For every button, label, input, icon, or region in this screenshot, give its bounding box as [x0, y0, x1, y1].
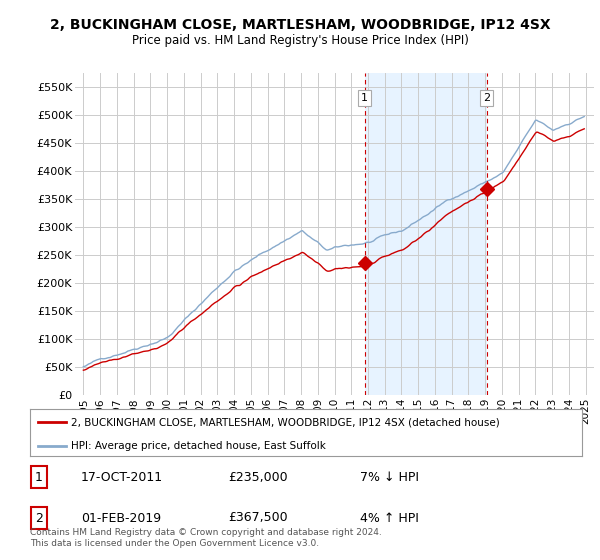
Text: 1: 1 [361, 93, 368, 103]
Bar [365, 73, 487, 395]
Text: 4% ↑ HPI: 4% ↑ HPI [360, 511, 419, 525]
Text: 7% ↓ HPI: 7% ↓ HPI [360, 470, 419, 484]
Text: 1: 1 [35, 470, 43, 484]
Text: 17-OCT-2011: 17-OCT-2011 [81, 470, 163, 484]
Text: 2: 2 [35, 511, 43, 525]
Text: Contains HM Land Registry data © Crown copyright and database right 2024.
This d: Contains HM Land Registry data © Crown c… [30, 528, 382, 548]
Text: £367,500: £367,500 [228, 511, 287, 525]
Text: Price paid vs. HM Land Registry's House Price Index (HPI): Price paid vs. HM Land Registry's House … [131, 34, 469, 47]
Text: 2, BUCKINGHAM CLOSE, MARTLESHAM, WOODBRIDGE, IP12 4SX (detached house): 2, BUCKINGHAM CLOSE, MARTLESHAM, WOODBRI… [71, 417, 500, 427]
Text: 2: 2 [483, 93, 490, 103]
Text: 01-FEB-2019: 01-FEB-2019 [81, 511, 161, 525]
Text: £235,000: £235,000 [228, 470, 287, 484]
Text: HPI: Average price, detached house, East Suffolk: HPI: Average price, detached house, East… [71, 441, 326, 451]
Text: 2, BUCKINGHAM CLOSE, MARTLESHAM, WOODBRIDGE, IP12 4SX: 2, BUCKINGHAM CLOSE, MARTLESHAM, WOODBRI… [50, 18, 550, 32]
